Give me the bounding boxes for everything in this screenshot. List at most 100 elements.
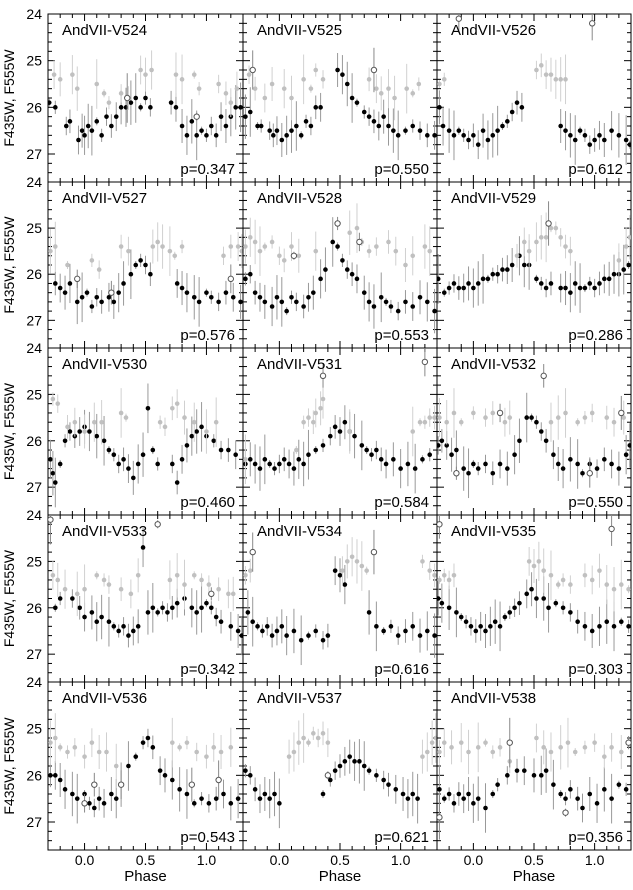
- data-point: [238, 299, 243, 305]
- data-point: [89, 610, 95, 615]
- data-point: [383, 461, 389, 467]
- panel-data: [243, 348, 437, 494]
- data-point: [330, 239, 336, 245]
- data-point-gray: [230, 591, 236, 597]
- data-point: [577, 128, 583, 133]
- data-point-gray: [99, 419, 104, 425]
- data-point: [274, 294, 280, 300]
- data-point-gray: [483, 740, 488, 745]
- data-point: [534, 596, 539, 601]
- data-point-gray: [582, 573, 588, 578]
- series-filled-gray: [51, 50, 240, 118]
- data-point: [374, 624, 379, 629]
- data-point: [378, 294, 384, 300]
- data-point: [352, 433, 357, 439]
- data-point: [148, 105, 153, 110]
- data-point: [239, 633, 243, 638]
- data-point-gray: [611, 586, 617, 592]
- data-point: [522, 768, 527, 773]
- period-annotation: p=0.553: [374, 327, 429, 344]
- data-point: [165, 610, 170, 615]
- data-point-gray: [89, 258, 95, 263]
- data-point: [568, 610, 573, 615]
- panel-andvii-v528: AndVII-V528 p=0.553: [242, 181, 438, 349]
- data-point: [228, 801, 234, 806]
- data-point: [495, 782, 500, 787]
- data-point-gray: [543, 72, 549, 77]
- data-point: [332, 768, 338, 773]
- data-point-gray: [422, 244, 428, 249]
- data-point: [135, 624, 141, 629]
- data-point: [361, 763, 367, 769]
- data-point: [262, 791, 268, 797]
- data-point-gray: [507, 415, 513, 420]
- data-point-gray: [592, 740, 597, 745]
- data-point-gray: [57, 77, 63, 82]
- data-point: [206, 801, 212, 806]
- data-point-gray: [218, 749, 224, 755]
- data-point: [111, 299, 117, 305]
- data-point-gray: [502, 419, 508, 425]
- panel-title: AndVII-V526: [451, 22, 536, 39]
- data-point: [308, 123, 314, 129]
- data-point-gray: [213, 419, 219, 425]
- data-point-gray: [417, 419, 423, 425]
- data-point: [150, 605, 156, 611]
- data-point: [57, 461, 63, 467]
- data-point: [558, 123, 563, 129]
- data-point: [417, 633, 423, 638]
- data-point-open: [193, 113, 200, 120]
- data-point-gray: [173, 72, 179, 77]
- data-point: [478, 624, 483, 629]
- data-point: [247, 271, 253, 277]
- data-point: [340, 258, 345, 263]
- data-point: [247, 109, 253, 115]
- series-open: [437, 515, 615, 546]
- data-point: [386, 782, 391, 787]
- data-point: [342, 759, 348, 764]
- data-point-gray: [50, 573, 56, 578]
- data-point: [432, 308, 437, 314]
- data-point: [546, 605, 551, 611]
- data-point: [177, 787, 182, 792]
- data-point: [568, 290, 573, 295]
- data-point-gray: [589, 410, 595, 416]
- data-point: [597, 281, 602, 286]
- x-tick-label: 0.0: [75, 852, 95, 868]
- data-point: [451, 133, 457, 138]
- data-point: [391, 457, 396, 462]
- data-point: [84, 290, 90, 295]
- data-point-open: [188, 781, 196, 788]
- data-point-gray: [70, 72, 75, 77]
- data-point: [616, 133, 622, 138]
- data-point: [320, 791, 326, 797]
- data-point: [247, 773, 253, 778]
- data-point: [548, 281, 554, 286]
- data-point: [623, 137, 629, 143]
- data-point: [388, 624, 394, 629]
- data-point: [619, 619, 624, 624]
- series-filled-black: [437, 748, 629, 833]
- data-point: [57, 285, 63, 291]
- data-point-gray: [572, 749, 578, 755]
- data-point: [99, 299, 104, 305]
- data-point: [461, 285, 466, 291]
- y-tick-label: 27: [26, 479, 42, 495]
- data-point: [388, 304, 394, 309]
- series-filled-black: [48, 728, 241, 824]
- data-point: [437, 443, 441, 448]
- data-point-open: [290, 252, 298, 259]
- data-point: [313, 628, 319, 634]
- panel-data: [437, 515, 631, 652]
- data-point-gray: [318, 406, 323, 411]
- data-point-gray: [106, 100, 112, 105]
- data-point: [170, 777, 175, 783]
- data-point: [247, 457, 253, 462]
- data-point: [529, 586, 534, 592]
- data-point: [468, 624, 474, 629]
- data-point: [335, 244, 340, 249]
- data-point-gray: [150, 244, 156, 249]
- data-point-open: [540, 372, 547, 380]
- data-point-gray: [534, 67, 539, 73]
- data-point: [284, 633, 289, 638]
